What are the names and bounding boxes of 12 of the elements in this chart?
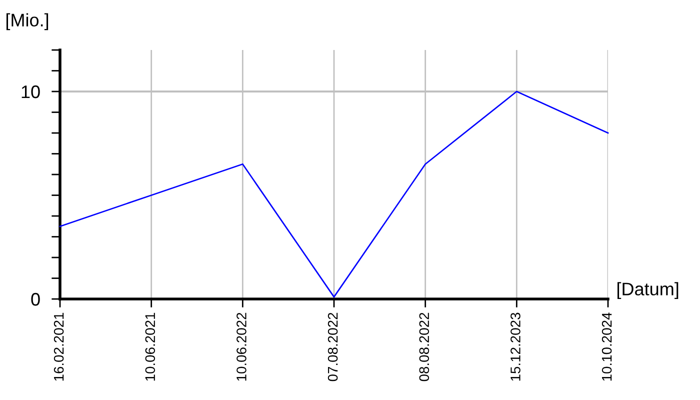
- x-axis-title: [Datum]: [618, 282, 678, 299]
- y-tick-label: 10: [22, 85, 40, 98]
- y-axis-title: [Mio.]: [6, 13, 48, 30]
- line-series: [59, 90, 609, 298]
- x-tick-label: 08.08.2022: [419, 312, 430, 382]
- y-tick-label: 0: [31, 292, 40, 306]
- x-tick-label: 10.10.2024: [602, 312, 612, 381]
- x-tick-label: 10.06.2022: [236, 312, 246, 381]
- x-tick-label: 15.12.2023: [510, 312, 520, 381]
- x-tick-label: 10.06.2021: [145, 312, 156, 381]
- x-tick-label: 16.02.2021: [54, 312, 64, 381]
- x-tick-label: 07.08.2022: [328, 312, 338, 382]
